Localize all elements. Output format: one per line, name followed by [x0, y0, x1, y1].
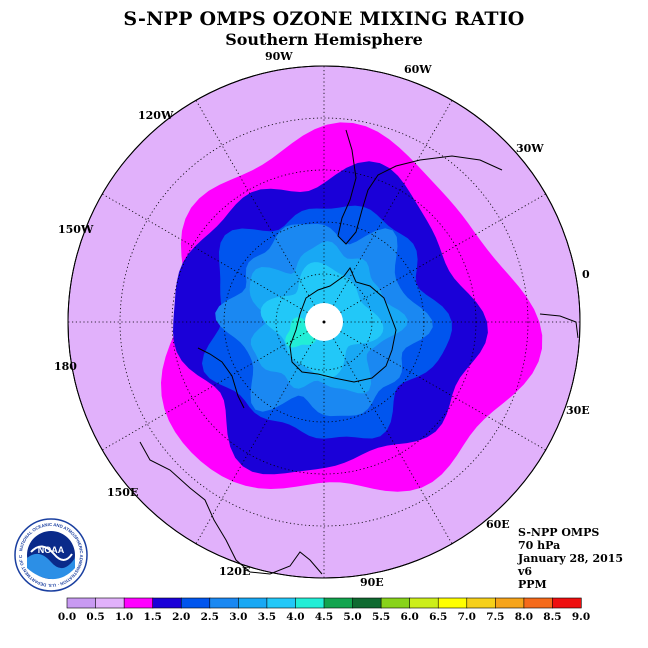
latitude-circle-4 [119, 117, 529, 527]
map-title: S-NPP OMPS OZONE MIXING RATIO [123, 8, 525, 30]
info-date: January 28, 2015 [518, 552, 624, 565]
longitude-label-30e: 30E [566, 404, 590, 417]
longitude-label-60w: 60W [404, 63, 432, 76]
new-zealand-coastline [197, 347, 245, 409]
meridian-120 [195, 321, 325, 544]
noaa-logo: NOAA NATIONAL OCEANIC AND ATMOSPHERIC AD… [14, 518, 88, 592]
south-pole-dot [322, 320, 326, 324]
antarctica-coastline [289, 267, 397, 383]
info-instrument: S-NPP OMPS [518, 526, 600, 539]
contour-4-0-4-5 [285, 317, 317, 348]
info-units: PPM [518, 578, 547, 591]
meridian-240 [195, 100, 325, 323]
meridian-60 [323, 321, 453, 544]
longitude-label-30w: 30W [516, 142, 544, 155]
longitude-label-150w: 150W [58, 223, 94, 236]
south-america-coastline [337, 129, 503, 245]
longitude-label-60e: 60E [486, 518, 510, 531]
longitude-label-120w: 120W [138, 109, 174, 122]
longitude-label-120e: 120E [219, 565, 251, 578]
meridian-330 [323, 193, 546, 323]
longitude-label-0: 0 [582, 268, 590, 281]
meridian-210 [102, 193, 325, 323]
meridian-30 [323, 321, 546, 451]
longitude-label-180: 180 [54, 360, 77, 373]
meridian-150 [102, 321, 325, 451]
longitude-label-90w: 90W [265, 50, 293, 63]
longitude-label-90e: 90E [360, 576, 384, 589]
info-level: 70 hPa [518, 539, 561, 552]
info-version: v6 [518, 565, 533, 578]
latitude-circle-1 [275, 273, 373, 371]
australia-coastline [139, 441, 323, 575]
map-info: S-NPP OMPS 70 hPa January 28, 2015 v6 PP… [518, 526, 623, 591]
map-boundary [67, 65, 581, 579]
noaa-logo-text: NOAA [38, 545, 65, 555]
africa-coastline [539, 313, 579, 339]
longitude-label-150e: 150E [107, 486, 139, 499]
meridian-300 [323, 100, 453, 323]
map-subtitle: Southern Hemisphere [225, 30, 423, 49]
